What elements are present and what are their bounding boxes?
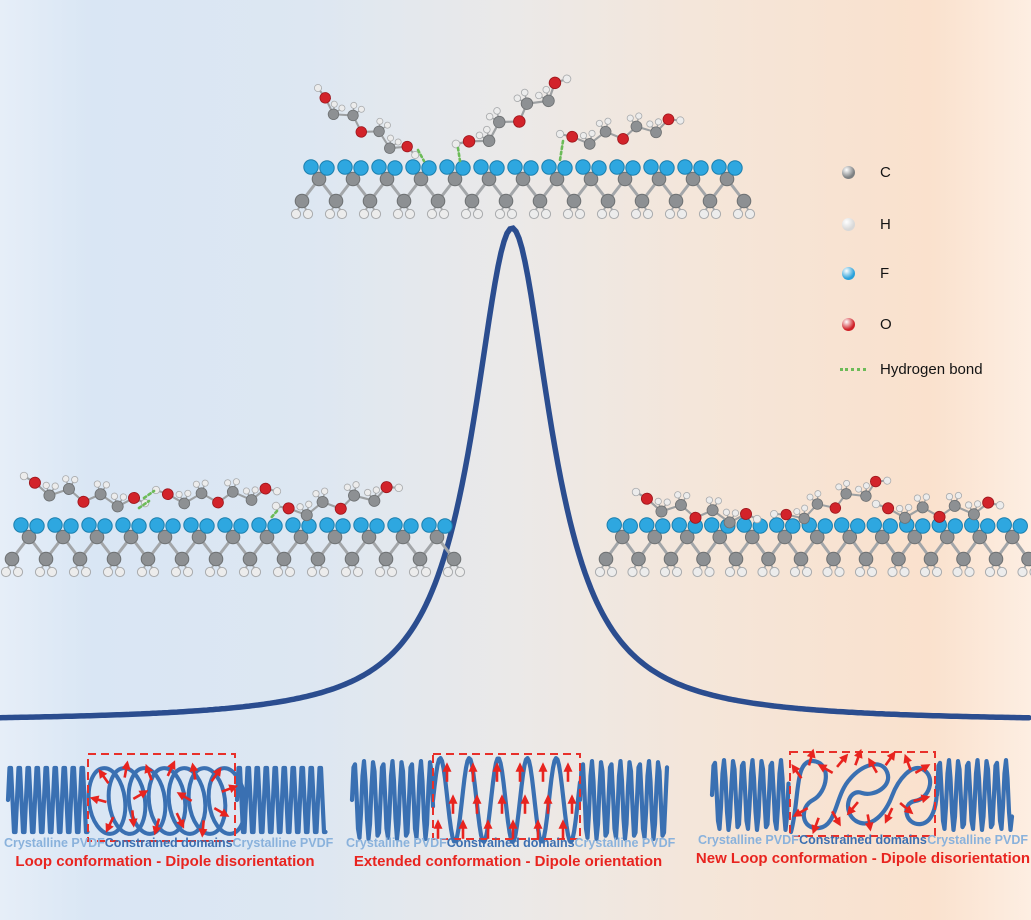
legend: C H F O Hydrogen bond — [840, 160, 1030, 390]
legend-item-carbon: C — [840, 162, 891, 182]
label-crystalline-pvdf-right: Crystalline PVDF — [574, 836, 676, 850]
legend-label: O — [880, 315, 892, 333]
label-crystalline-pvdf-left: Crystalline PVDF — [346, 836, 447, 850]
label-constrained-domains: Constrained domains — [799, 833, 927, 847]
legend-item-fluorine: F — [840, 263, 889, 283]
label-crystalline-pvdf-right: Crystalline PVDF — [927, 833, 1028, 847]
legend-label: F — [880, 264, 890, 282]
legend-label: C — [880, 163, 891, 181]
domain-labels: Crystalline PVDF Constrained domains Cry… — [698, 833, 1028, 847]
hydrogen-atom-icon — [842, 217, 855, 231]
label-crystalline-pvdf-right: Crystalline PVDF — [232, 836, 334, 850]
oxygen-atom-icon — [842, 317, 855, 331]
hydrogen-bond-icon — [840, 367, 866, 371]
melting-peak-curve — [0, 225, 1031, 721]
legend-label: Hydrogen bond — [880, 360, 983, 378]
panel-newloop-text: Crystalline PVDF Constrained domains Cry… — [695, 833, 1031, 873]
legend-item-hydrogen: H — [840, 214, 891, 234]
legend-label: H — [880, 215, 891, 233]
fluorine-atom-icon — [842, 266, 855, 280]
carbon-atom-icon — [842, 165, 855, 179]
panel-extended-text: Crystalline PVDF Constrained domains Cry… — [346, 836, 675, 876]
panel-loop-conformation-graphic — [5, 753, 328, 842]
domain-labels: Crystalline PVDF Constrained domains Cry… — [4, 836, 333, 850]
label-crystalline-pvdf-left: Crystalline PVDF — [698, 833, 799, 847]
domain-labels: Crystalline PVDF Constrained domains Cry… — [346, 836, 675, 850]
panel-loop-text: Crystalline PVDF Constrained domains Cry… — [4, 836, 333, 876]
molecular-structure-top — [290, 74, 756, 220]
molecular-structure-left — [0, 471, 466, 578]
caption-loop-conformation: Loop conformation - Dipole disorientatio… — [15, 853, 315, 870]
molecular-structure-right — [594, 475, 1031, 578]
legend-item-oxygen: O — [840, 314, 892, 334]
label-constrained-domains: Constrained domains — [104, 836, 233, 850]
label-constrained-domains: Constrained domains — [446, 836, 575, 850]
caption-extended-conformation: Extended conformation - Dipole orientati… — [353, 853, 663, 870]
panel-extended-conformation-graphic — [349, 753, 670, 844]
label-crystalline-pvdf-left: Crystalline PVDF — [4, 836, 105, 850]
caption-newloop-conformation: New Loop conformation - Dipole disorient… — [695, 850, 1031, 867]
panel-newloop-conformation-graphic — [709, 748, 1015, 837]
legend-item-hydrogen-bond: Hydrogen bond — [840, 359, 983, 379]
